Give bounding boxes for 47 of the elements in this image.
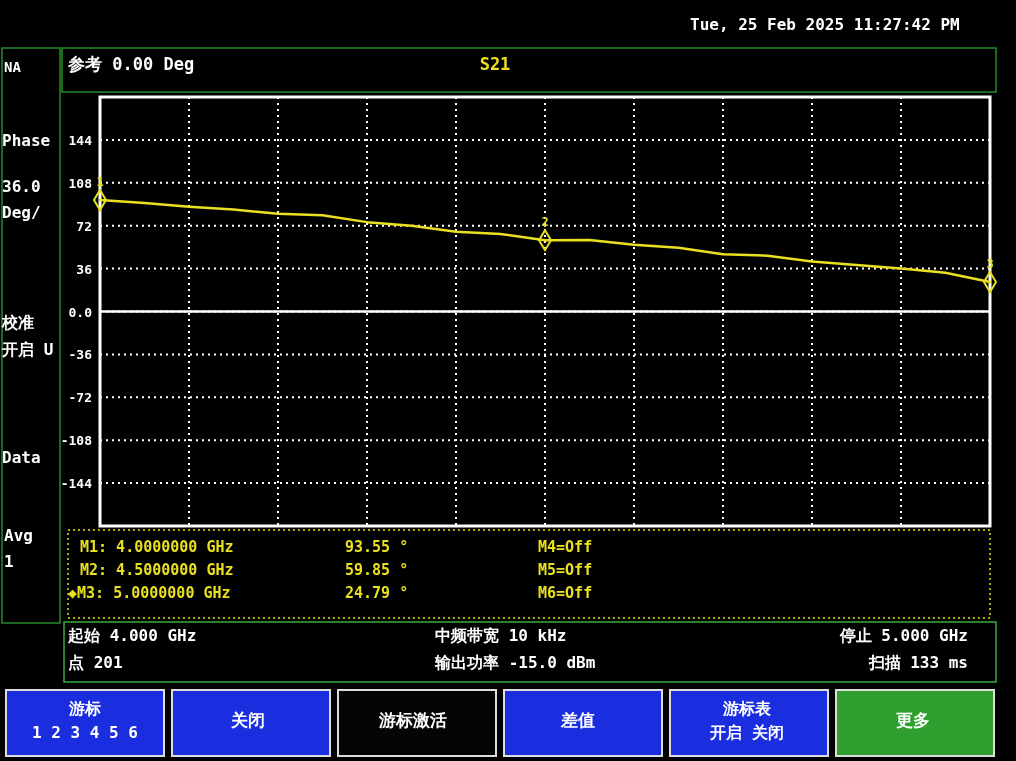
text: ◆M3: 5.0000000 GHz [68,584,231,602]
text: 1 [4,552,14,571]
text: 游标 [68,699,101,718]
y-tick-label: 0.0 [68,304,93,320]
text: 点 201 [68,653,123,672]
text: 游标表 [722,699,772,718]
text: 输出功率 -15.0 dBm [434,653,596,672]
text: 开启 U [1,340,54,359]
chart-subtitle: 参考 0.00 Deg [67,54,195,74]
text: Phase [2,131,51,150]
annotation: 3 [986,256,994,271]
text: 校准 [1,313,34,332]
text: 扫描 133 ms [867,653,968,672]
annotation: 2 [541,215,549,230]
text: M4=Off [538,538,593,556]
text: 93.55 ° [345,538,409,556]
text: Tue, 25 Feb 2025 11:27:42 PM [690,15,960,34]
text: Data [2,448,41,467]
text: 关闭 [230,710,265,730]
text: Deg/ [2,203,41,222]
text: 24.79 ° [345,584,409,602]
y-tick-label: -144 [60,476,93,492]
text: 游标激活 [378,710,447,730]
text: 更多 [896,710,930,730]
text: NA [4,59,22,75]
text: 36.0 [2,177,41,196]
y-tick-label: 72 [76,218,92,234]
text: M2: 4.5000000 GHz [80,561,234,579]
text: 差值 [560,710,595,730]
text: 1 2 3 4 5 6 [32,723,138,742]
chart-title: S21 [479,54,511,74]
y-tick-label: -108 [60,433,93,449]
y-tick-label: 108 [68,175,93,191]
text: Avg [4,526,33,545]
text: 开启 关闭 [709,723,784,742]
y-tick-label: -72 [68,390,92,406]
text: 中频带宽 10 kHz [435,626,567,645]
text: M5=Off [538,561,593,579]
text: 起始 4.000 GHz [67,626,197,645]
y-tick-label: -36 [68,347,93,363]
text: M1: 4.0000000 GHz [80,538,234,556]
text: M6=Off [538,584,593,602]
text: 停止 5.000 GHz [838,626,968,645]
y-tick-label: 144 [68,132,93,148]
annotation: 1 [96,175,104,190]
y-tick-label: 36 [76,261,93,277]
text: 59.85 ° [345,561,409,579]
